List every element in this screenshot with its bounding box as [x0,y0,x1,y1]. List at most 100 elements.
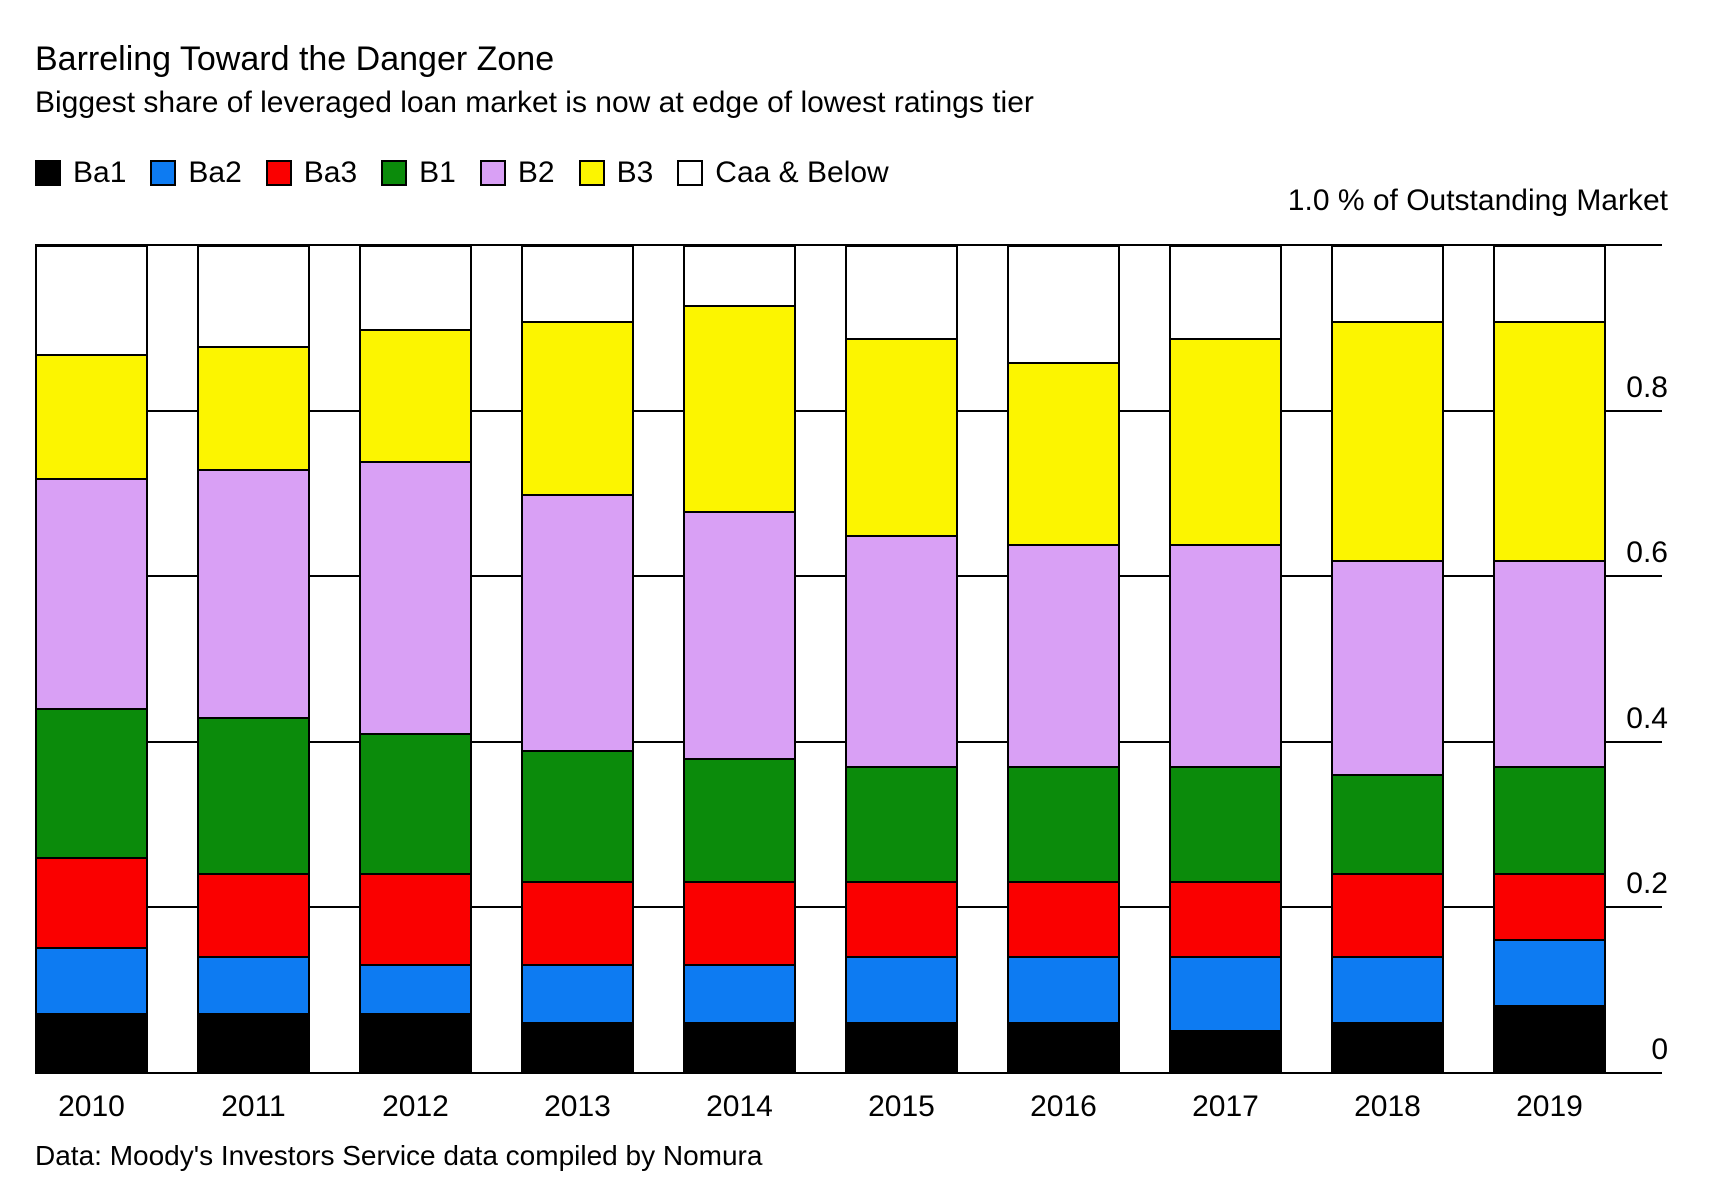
segment-2017-ba3 [1171,881,1280,956]
segment-2019-b1 [1495,766,1604,874]
segment-2014-b1 [685,757,794,882]
segment-2012-caa-below [361,247,470,330]
segment-2011-b3 [199,345,308,470]
y-tick-0.8: 0.8 [1626,370,1668,404]
segment-2014-ba2 [685,963,794,1022]
chart-title: Barreling Toward the Danger Zone [35,40,555,78]
segment-2018-ba3 [1333,873,1442,956]
legend-item-ba2: Ba2 [150,156,242,190]
bar-2011 [197,245,310,1073]
x-tick-2011: 2011 [221,1090,286,1123]
source-note: Data: Moody's Investors Service data com… [35,1140,763,1171]
segment-2016-b2 [1009,543,1118,767]
segment-2016-ba2 [1009,955,1118,1022]
segment-2019-ba1 [1495,1005,1604,1071]
segment-2012-b1 [361,733,470,874]
legend: Ba1 Ba2 Ba3 B1 B2 B3 Caa & Below [35,156,889,190]
bar-2013 [521,245,634,1073]
segment-2012-ba1 [361,1013,470,1071]
segment-2013-caa-below [523,247,632,322]
segment-2016-b1 [1009,766,1118,882]
segment-2019-caa-below [1495,247,1604,322]
segment-2010-ba2 [37,947,146,1014]
x-tick-2014: 2014 [706,1090,773,1123]
segment-2010-ba3 [37,856,146,948]
segment-2013-ba2 [523,963,632,1022]
segment-2017-ba2 [1171,955,1280,1030]
x-tick-2018: 2018 [1354,1090,1421,1123]
segment-2018-b2 [1333,560,1442,775]
legend-swatch [35,160,61,186]
bar-2017 [1169,245,1282,1073]
legend-item-ba1: Ba1 [35,156,126,190]
plot-area [35,244,1662,1074]
segment-2015-b1 [847,766,956,882]
segment-2017-caa-below [1171,247,1280,338]
legend-item-b3: B3 [578,156,654,190]
x-tick-2012: 2012 [382,1090,449,1123]
legend-label: Ba2 [188,156,242,189]
bar-2012 [359,245,472,1073]
gridline-0 [35,1072,1662,1074]
segment-2010-b2 [37,477,146,709]
segment-2012-b3 [361,329,470,462]
y-tick-0.4: 0.4 [1626,701,1668,735]
legend-label: B2 [517,156,555,189]
legend-item-b2: B2 [479,156,555,190]
segment-2018-ba2 [1333,955,1442,1022]
segment-2017-ba1 [1171,1029,1280,1071]
segment-2017-b2 [1171,543,1280,767]
segment-2017-b1 [1171,766,1280,882]
legend-item-b1: B1 [381,156,456,190]
legend-swatch [479,160,506,186]
y-axis-unit-label: 1.0 % of Outstanding Market [1287,184,1668,217]
x-tick-2013: 2013 [544,1090,611,1123]
legend-label: B3 [616,156,654,189]
segment-2017-b3 [1171,337,1280,544]
x-tick-2016: 2016 [1030,1090,1097,1123]
legend-swatch [265,160,292,186]
x-tick-2015: 2015 [868,1090,935,1123]
segment-2019-ba3 [1495,873,1604,940]
segment-2016-ba1 [1009,1021,1118,1071]
segment-2012-ba2 [361,963,470,1014]
legend-label: Caa & Below [715,156,889,189]
segment-2011-b1 [199,716,308,874]
legend-item-ba3: Ba3 [265,156,357,190]
segment-2011-ba2 [199,955,308,1014]
segment-2015-caa-below [847,247,956,338]
legend-label: B1 [419,156,456,189]
segment-2016-b3 [1009,362,1118,544]
segment-2011-b2 [199,469,308,717]
segment-2018-ba1 [1333,1021,1442,1071]
segment-2010-b1 [37,708,146,857]
segment-2013-ba1 [523,1021,632,1071]
segment-2011-ba3 [199,873,308,956]
segment-2014-b2 [685,510,794,758]
segment-2012-ba3 [361,873,470,964]
segment-2018-b1 [1333,774,1442,874]
x-tick-2010: 2010 [58,1090,125,1123]
segment-2019-b2 [1495,560,1604,767]
legend-swatch [150,160,177,186]
segment-2015-b3 [847,337,956,536]
y-tick-0: 0 [1651,1033,1668,1066]
bar-2019 [1493,245,1606,1073]
x-tick-2019: 2019 [1516,1090,1583,1123]
legend-label: Ba1 [73,156,127,189]
legend-swatch [677,160,704,186]
segment-2014-b3 [685,304,794,511]
segment-2014-ba1 [685,1021,794,1071]
segment-2015-ba3 [847,881,956,956]
x-tick-2017: 2017 [1192,1090,1259,1123]
segment-2010-b3 [37,354,146,478]
segment-2016-caa-below [1009,247,1118,363]
segment-2019-ba2 [1495,939,1604,1006]
segment-2010-ba1 [37,1013,146,1071]
bar-2016 [1007,245,1120,1073]
legend-swatch [578,160,605,186]
segment-2016-ba3 [1009,881,1118,956]
bar-2015 [845,245,958,1073]
legend-swatch [381,160,408,186]
